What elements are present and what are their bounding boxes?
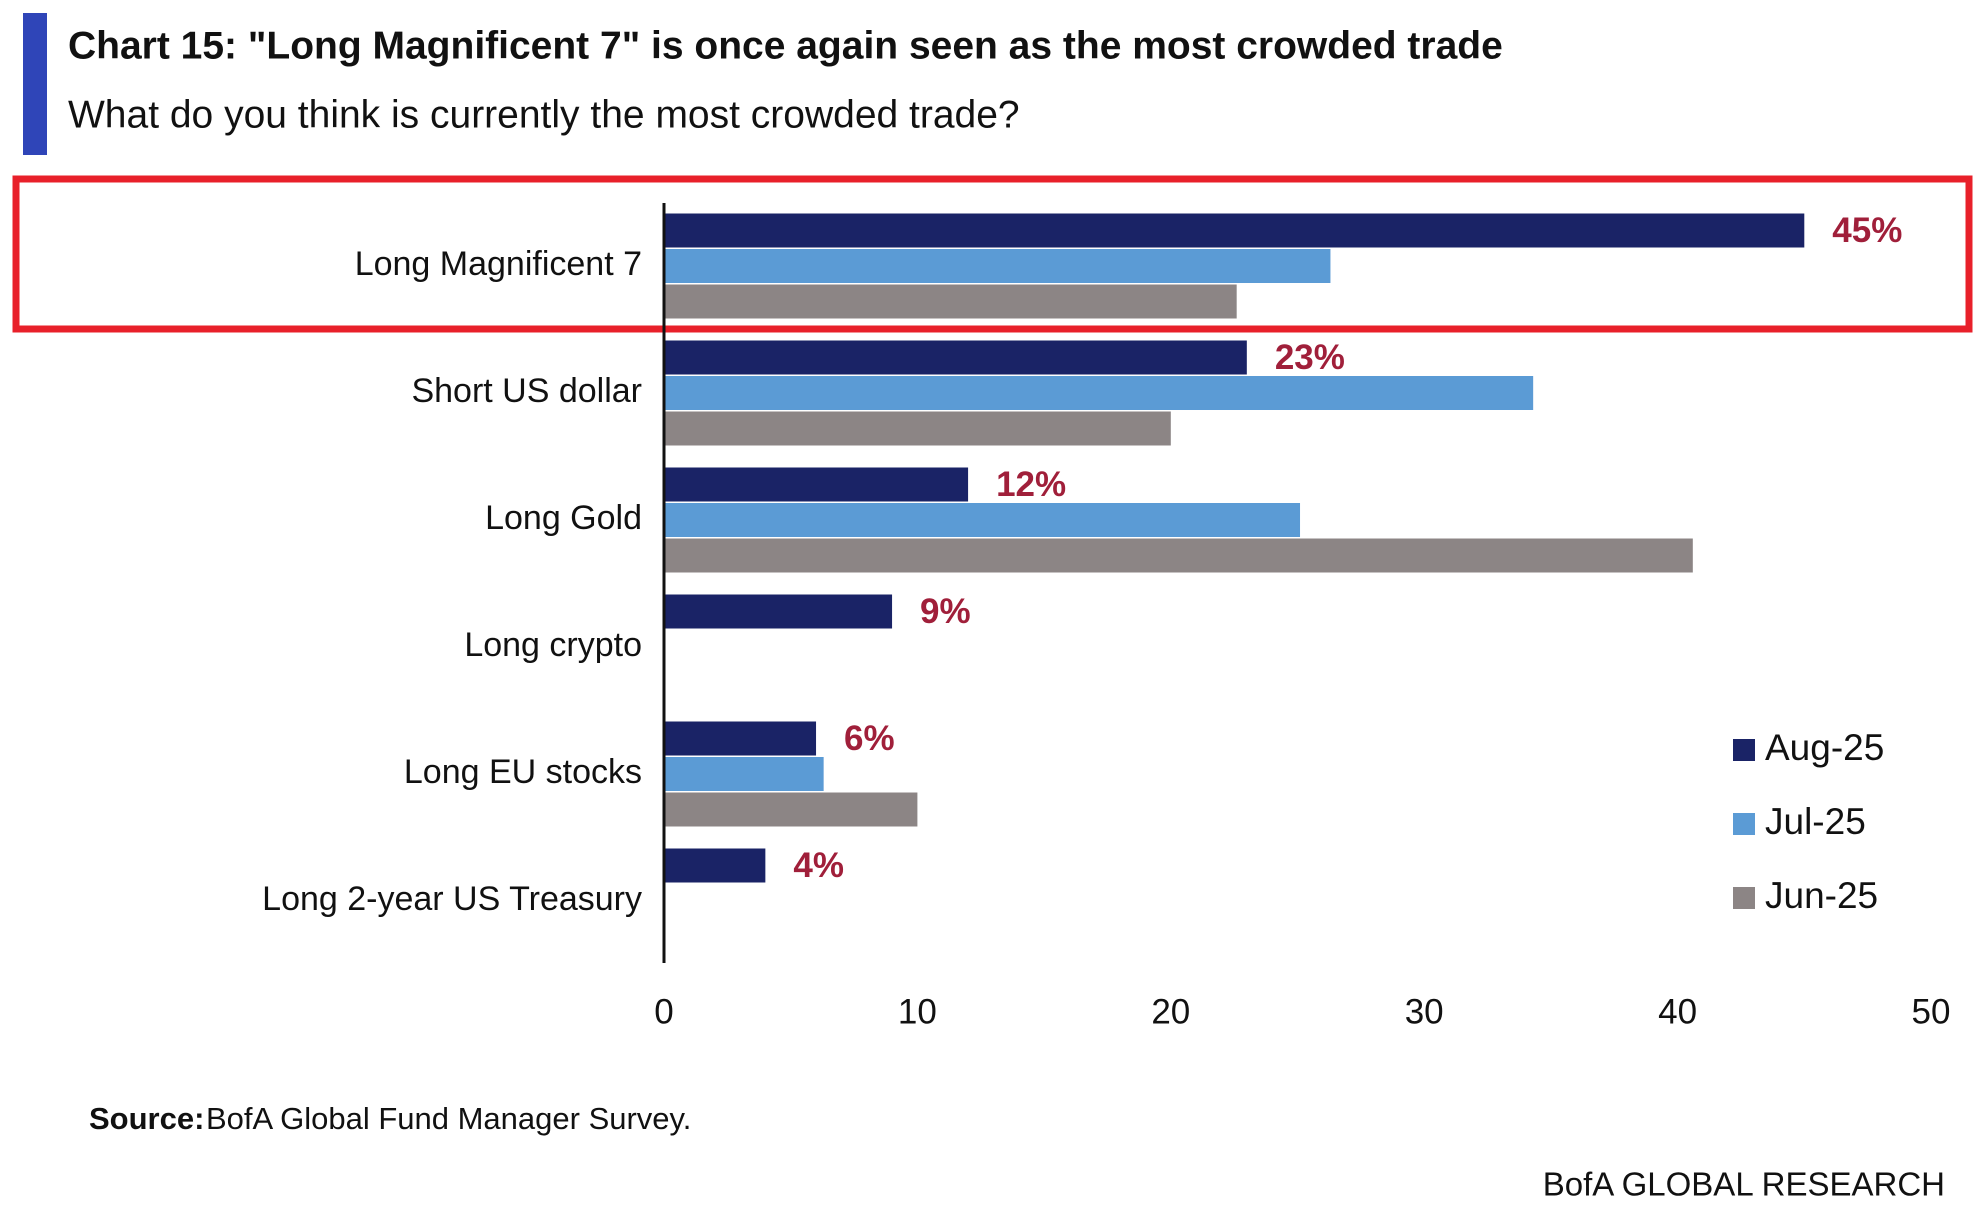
- highlight-box: [12, 175, 1973, 333]
- value-label: 23%: [1275, 338, 1345, 377]
- source-label: Source:: [89, 1101, 204, 1136]
- x-tick-label: 30: [1405, 992, 1444, 1031]
- title-accent: [23, 13, 47, 155]
- bar: [664, 213, 1805, 248]
- category-label: Long crypto: [464, 626, 642, 664]
- x-tick-label: 0: [654, 992, 673, 1031]
- bar: [664, 792, 918, 827]
- legend-swatch: [1733, 887, 1755, 909]
- bar: [664, 376, 1534, 410]
- category-label: Long Magnificent 7: [355, 245, 642, 283]
- chart-title: Chart 15: "Long Magnificent 7" is once a…: [68, 24, 1503, 67]
- value-label: 45%: [1832, 211, 1902, 250]
- legend-label: Jun-25: [1765, 875, 1878, 916]
- footer: BofA GLOBAL RESEARCH: [1543, 1166, 1945, 1203]
- source-text: BofA Global Fund Manager Survey.: [206, 1101, 691, 1136]
- category-label: Long Gold: [485, 499, 642, 537]
- legend-label: Aug-25: [1765, 727, 1884, 768]
- bar: [664, 594, 893, 629]
- bar: [664, 411, 1171, 446]
- legend-label: Jul-25: [1765, 801, 1866, 842]
- legend-swatch: [1733, 739, 1755, 761]
- value-label: 4%: [793, 846, 844, 885]
- x-tick-label: 40: [1658, 992, 1697, 1031]
- bar: [664, 467, 969, 502]
- value-label: 9%: [920, 592, 971, 631]
- x-tick-label: 50: [1912, 992, 1951, 1031]
- value-label: 12%: [996, 465, 1066, 504]
- bar: [664, 503, 1301, 537]
- bar: [664, 848, 766, 883]
- bar: [664, 757, 824, 791]
- bar: [664, 284, 1237, 319]
- x-tick-label: 10: [898, 992, 937, 1031]
- bar: [664, 340, 1247, 375]
- chart-subtitle: What do you think is currently the most …: [68, 93, 1020, 136]
- bar: [664, 538, 1693, 573]
- value-label: 6%: [844, 719, 895, 758]
- bar: [664, 721, 817, 756]
- bar: [664, 249, 1331, 283]
- x-tick-label: 20: [1151, 992, 1190, 1031]
- category-label: Short US dollar: [411, 372, 642, 410]
- category-label: Long 2-year US Treasury: [262, 880, 642, 918]
- category-label: Long EU stocks: [404, 753, 642, 791]
- legend-swatch: [1733, 813, 1755, 835]
